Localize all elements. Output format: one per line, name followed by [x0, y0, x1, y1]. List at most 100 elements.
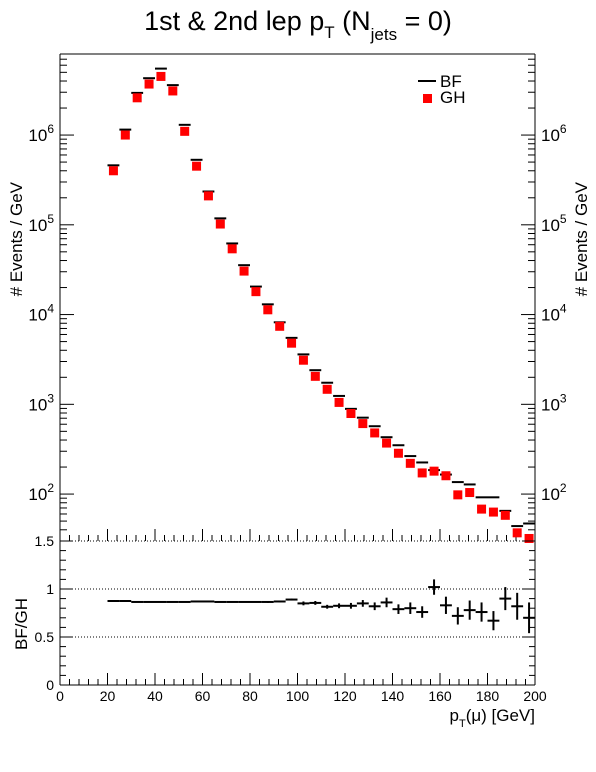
x-axis-label-sub: T — [459, 718, 466, 730]
x-tick-label: 80 — [242, 688, 258, 704]
gh-marker — [108, 166, 118, 176]
tick-base: 10 — [541, 395, 560, 414]
gh-marker — [263, 305, 273, 315]
ratio-y-tick-label: 1.5 — [35, 533, 55, 549]
gh-marker — [524, 533, 534, 543]
chart-title-main: 1st & 2nd lep p — [144, 6, 324, 36]
gh-marker — [346, 409, 356, 419]
ratio-y-tick-label: 0 — [46, 677, 54, 693]
x-axis-label-tail: (μ) [GeV] — [466, 706, 535, 725]
gh-marker — [429, 466, 439, 476]
top-y-tick-label-right: 106 — [541, 122, 567, 145]
x-axis-label-main: p — [449, 706, 458, 725]
tick-base: 10 — [28, 395, 47, 414]
top-y-axis-label-left: # Events / GeV — [7, 181, 26, 296]
top-y-tick-label-left: 105 — [28, 212, 54, 235]
gh-marker — [405, 458, 415, 468]
gh-marker — [132, 93, 142, 103]
top-y-axis-label-right: # Events / GeV — [572, 181, 591, 296]
top-y-tick-label-right: 103 — [541, 391, 567, 414]
top-y-tick-label-left: 102 — [28, 481, 54, 504]
legend-label-bf: BF — [440, 72, 462, 91]
gh-marker — [453, 490, 463, 500]
gh-marker — [287, 338, 297, 348]
chart-title-sub2: jets — [370, 25, 397, 44]
top-y-tick-label-right: 104 — [541, 302, 567, 325]
gh-marker — [203, 191, 213, 201]
gh-marker — [358, 419, 368, 429]
chart-title: 1st & 2nd lep pT (Njets = 0) — [144, 6, 452, 44]
gh-marker — [393, 448, 403, 458]
top-y-tick-label-right: 102 — [541, 481, 567, 504]
gh-marker — [120, 130, 130, 140]
gh-marker — [370, 428, 380, 438]
legend: BF GH — [418, 72, 466, 107]
x-tick-label: 0 — [56, 688, 64, 704]
x-tick-label: 40 — [147, 688, 163, 704]
ratio-y-tick-label: 0.5 — [35, 629, 55, 645]
gh-marker — [156, 71, 166, 81]
gh-marker — [227, 244, 237, 254]
legend-marker-gh — [423, 94, 432, 103]
gh-marker — [488, 507, 498, 517]
x-tick-label: 200 — [523, 688, 547, 704]
x-tick-label: 20 — [100, 688, 116, 704]
tick-exponent: 4 — [47, 302, 54, 316]
gh-marker — [500, 510, 510, 520]
top-y-tick-label-left: 104 — [28, 302, 54, 325]
tick-base: 10 — [28, 126, 47, 145]
gh-marker — [310, 371, 320, 381]
gh-marker — [382, 438, 392, 448]
gh-marker — [251, 287, 261, 297]
tick-base: 10 — [541, 306, 560, 325]
gh-marker — [477, 504, 487, 514]
tick-base: 10 — [28, 485, 47, 504]
gh-marker — [180, 126, 190, 136]
tick-exponent: 6 — [47, 122, 54, 136]
x-tick-label: 140 — [381, 688, 405, 704]
tick-base: 10 — [541, 126, 560, 145]
gh-marker — [465, 488, 475, 498]
tick-exponent: 5 — [47, 212, 54, 226]
tick-exponent: 5 — [560, 212, 567, 226]
chart-title-mid: (N — [335, 6, 371, 36]
x-tick-label: 60 — [195, 688, 211, 704]
ratio-panel: 0 0.5 1 1.5 0 20 40 60 80 100 120 140 160 180 200 — [35, 533, 547, 704]
gh-marker — [239, 266, 249, 276]
x-tick-label: 100 — [286, 688, 310, 704]
gh-marker — [192, 161, 202, 171]
x-tick-label: 120 — [333, 688, 357, 704]
gh-marker — [417, 468, 427, 478]
x-axis-label: pT(μ) [GeV] — [449, 706, 535, 730]
ratio-y-axis-label: BF/GH — [12, 598, 31, 650]
tick-exponent: 4 — [560, 302, 567, 316]
chart-title-tail: = 0) — [397, 6, 452, 36]
tick-exponent: 3 — [560, 391, 567, 405]
x-tick-label: 160 — [428, 688, 452, 704]
tick-base: 10 — [541, 485, 560, 504]
top-y-tick-label-right: 105 — [541, 212, 567, 235]
chart-title-sub1: T — [324, 23, 334, 42]
tick-exponent: 2 — [47, 481, 54, 495]
top-y-tick-label-left: 106 — [28, 122, 54, 145]
gh-marker — [215, 219, 225, 229]
gh-marker — [512, 528, 522, 538]
gh-marker — [322, 384, 332, 394]
tick-base: 10 — [28, 216, 47, 235]
gh-marker — [441, 471, 451, 481]
tick-exponent: 2 — [560, 481, 567, 495]
tick-base: 10 — [541, 216, 560, 235]
gh-marker — [298, 355, 308, 365]
ratio-y-tick-label: 1 — [46, 581, 54, 597]
gh-marker — [144, 79, 154, 89]
gh-marker — [168, 86, 178, 96]
legend-label-gh: GH — [440, 88, 466, 107]
tick-exponent: 3 — [47, 391, 54, 405]
tick-exponent: 6 — [560, 122, 567, 136]
x-tick-label: 180 — [476, 688, 500, 704]
gh-marker — [334, 397, 344, 407]
gh-marker — [275, 321, 285, 331]
top-y-tick-label-left: 103 — [28, 391, 54, 414]
